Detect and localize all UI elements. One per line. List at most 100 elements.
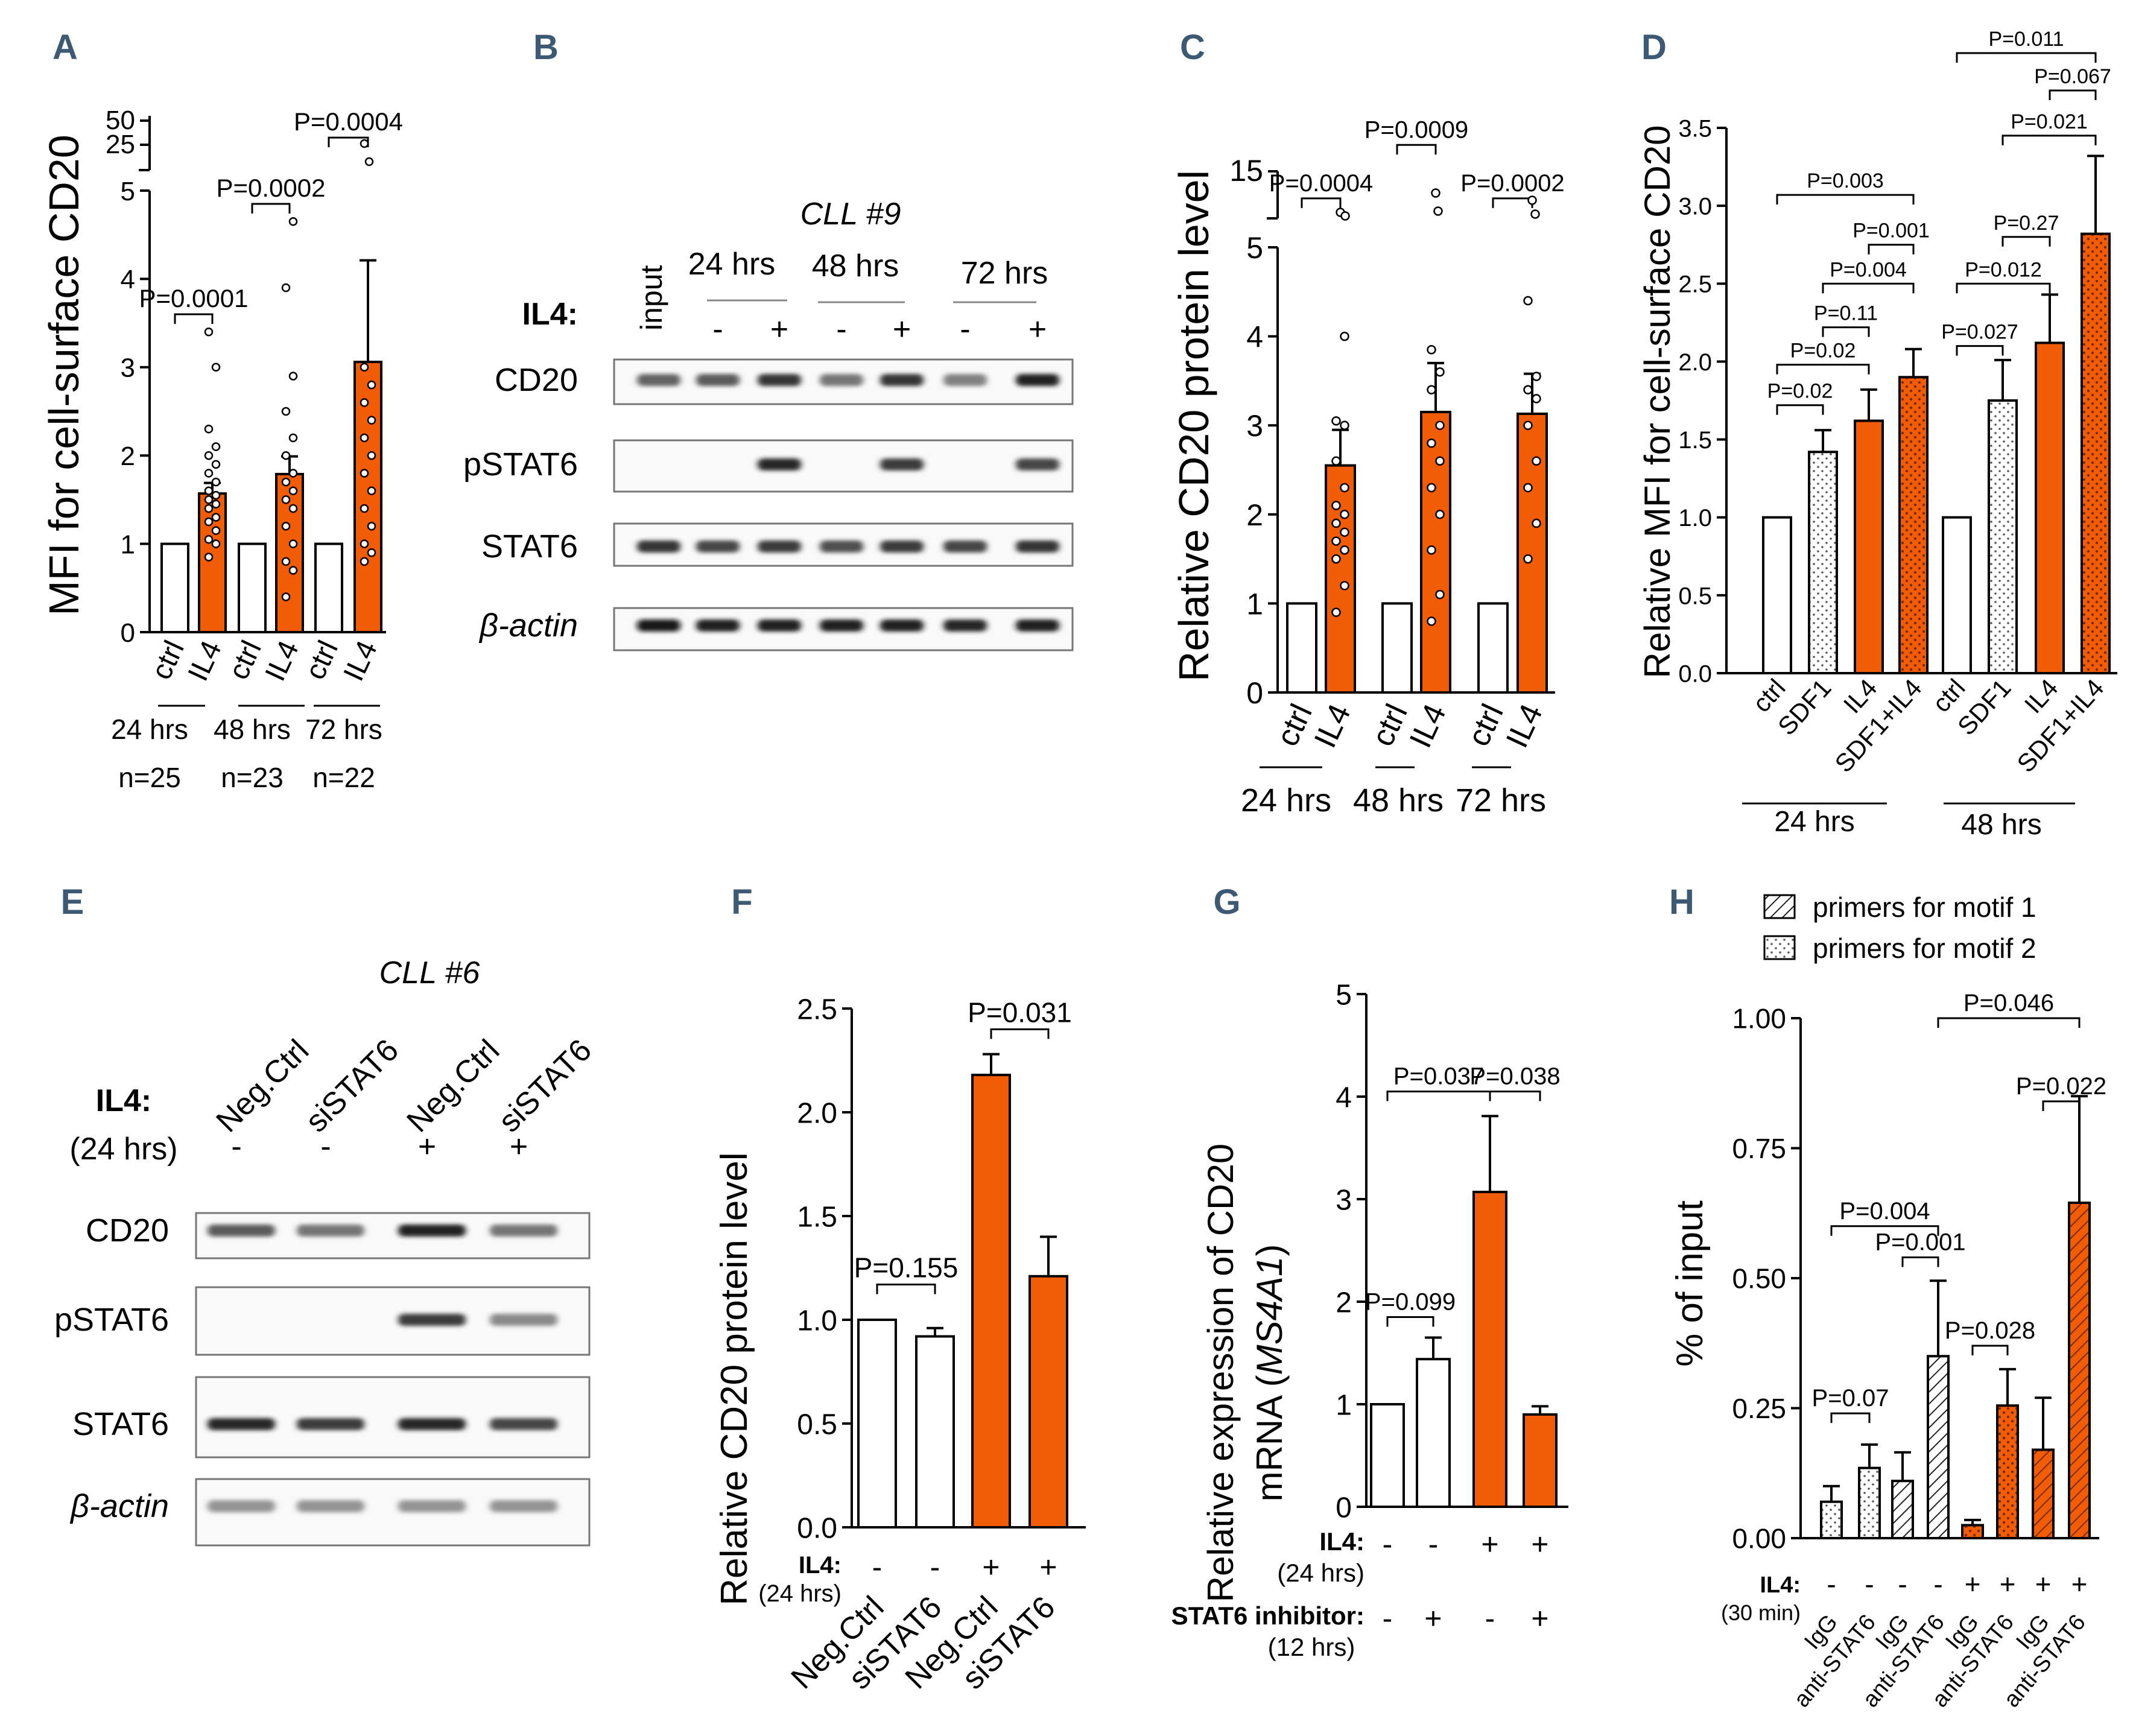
- data-point: [1340, 581, 1349, 591]
- data-point: [204, 486, 214, 496]
- bar-d-7: [2035, 341, 2065, 674]
- blot-b: - + - + - + CD20 pSTAT6 STAT6 β-actin: [463, 312, 1074, 651]
- row-label-il4-sub: (24 hrs): [1277, 1559, 1364, 1587]
- panel-b: CLL #9 IL4: input 24 hrs 48 hrs 72 hrs: [522, 197, 1048, 332]
- blot-band: [758, 619, 801, 632]
- bar-h-6: [1996, 1404, 2019, 1539]
- blot-band: [1016, 619, 1059, 632]
- bar-c-1: [1286, 602, 1317, 694]
- bar-c-6: [1517, 413, 1548, 694]
- y-tick-label: 4: [1336, 1082, 1352, 1114]
- data-point: [211, 477, 221, 487]
- blot-row-label: CD20: [495, 362, 578, 398]
- data-point: [1435, 420, 1445, 430]
- data-point: [204, 504, 214, 513]
- y-tick-label: 0.5: [797, 1408, 837, 1440]
- data-point: [281, 283, 291, 293]
- group-label: 72 hrs: [305, 714, 382, 745]
- treatment-sign: -: [320, 1129, 331, 1164]
- y-tick-label: 1: [1336, 1389, 1352, 1421]
- y-tick-label: 2.0: [797, 1097, 837, 1129]
- x-tick-label: ctrl: [223, 636, 268, 684]
- y-tick-label: 2: [1246, 498, 1263, 532]
- pvalue-label: P=0.027: [1941, 321, 2018, 344]
- bar-c-4: [1420, 411, 1451, 694]
- blot-band: [880, 540, 924, 553]
- bar-f-1: [857, 1319, 897, 1529]
- y-tick-label: 3: [121, 353, 135, 383]
- bar-d-6: [1988, 399, 2018, 674]
- y-tick-label: 5: [121, 177, 135, 206]
- blot-e-treatment-sub: (24 hrs): [69, 1132, 177, 1167]
- row-label-inhibitor-sub: (12 hrs): [1268, 1633, 1355, 1661]
- ylabel-d: Relative MFI for cell-surface CD20: [1637, 125, 1678, 679]
- blot-band: [696, 374, 740, 386]
- y-tick-label: 5: [1336, 979, 1352, 1011]
- blot-band: [398, 1314, 466, 1326]
- group-label: 48 hrs: [1961, 809, 2041, 841]
- blot-band: [490, 1418, 557, 1430]
- y-tick-label: 0.5: [1678, 583, 1712, 609]
- blot-b-sample: CLL #9: [800, 197, 901, 232]
- x-tick-label: IL4: [1308, 699, 1358, 753]
- y-tick-label: 0: [1246, 676, 1263, 710]
- data-point: [288, 217, 298, 226]
- data-point: [288, 372, 298, 381]
- ylabel-g-line1: Relative expression of CD20: [1200, 1144, 1241, 1602]
- data-point: [211, 526, 221, 535]
- blot-band: [696, 619, 740, 632]
- y-tick-label: 0.0: [1678, 661, 1712, 687]
- pvalue-label: P=0.012: [1965, 258, 2042, 281]
- data-point: [360, 504, 369, 513]
- blot-band: [880, 374, 924, 386]
- treatment-sign: +: [1424, 1601, 1442, 1635]
- pvalue-bracket: [876, 1284, 936, 1294]
- y-tick-label: 25: [106, 130, 135, 159]
- pvalue-label: P=0.001: [1853, 220, 1930, 242]
- y-tick-label: 3: [1246, 409, 1263, 443]
- data-point: [1427, 438, 1436, 448]
- ylabel-a: MFI for cell-surface CD20: [40, 135, 87, 615]
- pvalue-label: P=0.0001: [139, 284, 248, 312]
- blot-band: [398, 1500, 466, 1512]
- y-tick-label: 1.5: [797, 1201, 837, 1233]
- data-point: [211, 539, 221, 548]
- y-tick-label: 2.0: [1678, 349, 1712, 376]
- data-point: [281, 592, 291, 601]
- bar-d-8: [2081, 232, 2111, 674]
- data-point: [367, 451, 376, 460]
- group-label: 72 hrs: [1456, 782, 1546, 819]
- x-tick-label: SDF1: [1772, 674, 1837, 741]
- y-tick-label: 1.5: [1678, 427, 1712, 454]
- treatment-sign: -: [1865, 1568, 1874, 1600]
- chart-d: 0.0 0.5 1.0 1.5 2.0 2.5 3.0 3.5 P=0.02 P=0.02 P=0.…: [1678, 28, 2117, 841]
- group-label: 48 hrs: [214, 714, 291, 745]
- treatment-sign: +: [982, 1550, 1000, 1584]
- group-label: 48 hrs: [1353, 782, 1444, 819]
- data-point: [1435, 510, 1445, 519]
- blot-row-label: CD20: [86, 1212, 169, 1249]
- treatment-sign: -: [231, 1129, 241, 1164]
- data-point: [211, 499, 221, 508]
- pvalue-bracket: [251, 203, 291, 214]
- ylabel-c: Relative CD20 protein level: [1170, 170, 1217, 682]
- data-point: [1530, 209, 1540, 219]
- data-point: [1523, 554, 1533, 564]
- bar-c-5: [1477, 602, 1509, 694]
- x-tick-label: SDF1: [1952, 674, 2017, 741]
- blot-lane-label: Neg.Ctrl: [209, 1033, 315, 1139]
- data-point: [281, 495, 291, 504]
- blot-band: [398, 1224, 466, 1237]
- data-point: [367, 548, 376, 557]
- y-tick-label: 2.5: [797, 993, 837, 1025]
- data-point: [1532, 518, 1541, 528]
- x-tick-label: IL4: [1403, 699, 1453, 753]
- blot-lane-label: Neg.Ctrl: [400, 1033, 506, 1139]
- pvalue-bracket: [174, 313, 214, 324]
- blot-lane-label: siSTAT6: [492, 1033, 598, 1139]
- blot-band: [943, 619, 987, 632]
- data-point: [1523, 483, 1533, 493]
- blot-e-sample: CLL #6: [379, 955, 480, 990]
